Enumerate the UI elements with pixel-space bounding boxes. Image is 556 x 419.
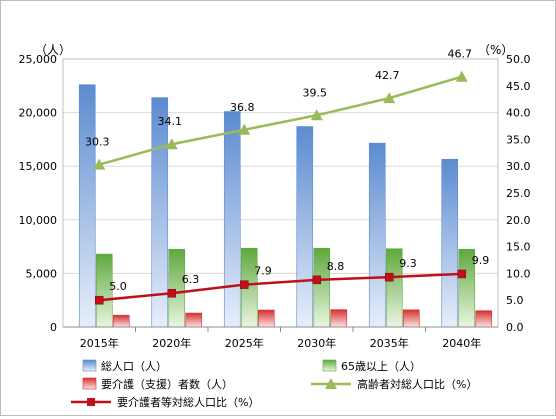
left-tick-label: 15,000: [19, 160, 58, 173]
data-label-elderly-ratio: 39.5: [303, 86, 328, 99]
marker-care-ratio: [95, 295, 104, 305]
marker-elderly-ratio: [93, 158, 106, 170]
bar-care-needed: [112, 314, 130, 328]
category-label: 2025年: [225, 336, 264, 350]
marker-elderly-ratio: [383, 92, 396, 104]
bar-care-needed: [257, 309, 275, 328]
data-label-care-ratio: 9.9: [472, 254, 490, 267]
right-tick-label: 10.0: [506, 267, 531, 280]
marker-elderly-ratio: [310, 109, 323, 121]
legend-label: 高齢者対総人口比（%）: [357, 377, 477, 391]
data-label-elderly-ratio: 42.7: [375, 69, 400, 82]
left-tick-label: 20,000: [19, 107, 58, 120]
right-tick-label: 30.0: [506, 160, 531, 173]
category-label: 2030年: [297, 336, 336, 350]
data-label-care-ratio: 8.8: [327, 260, 345, 273]
left-tick-label: 0: [50, 321, 57, 334]
axes: （人） （%） 0 5,000 10,000 15,000 20,000 25,000 0.…: [19, 43, 531, 350]
legend-label: 要介護者等対総人口比（%）: [117, 395, 259, 409]
right-tick-label: 20.0: [506, 214, 531, 227]
data-label-care-ratio: 7.9: [254, 265, 272, 278]
category-label: 2035年: [370, 336, 409, 350]
right-tick-label: 0.0: [506, 321, 524, 334]
data-label-elderly-ratio: 34.1: [158, 115, 183, 128]
data-label-elderly-ratio: 30.3: [85, 136, 110, 149]
data-label-care-ratio: 5.0: [109, 280, 127, 293]
bar-total-population: [296, 126, 314, 328]
bar-care-needed: [330, 309, 348, 328]
legend-label: 65歳以上（人）: [341, 360, 421, 373]
category-label: 2015年: [80, 336, 119, 350]
legend-swatch: [82, 377, 97, 390]
left-tick-label: 5,000: [26, 267, 58, 280]
lines: 30.3 34.1 36.8 39.5 42.7 46.7 5.0 6.3 7.9 8.8 9.3 9…: [85, 48, 489, 305]
data-label-elderly-ratio: 36.8: [230, 101, 255, 114]
legend: 総人口（人） 65歳以上（人） 要介護（支援）者数（人） 高齢者対総人口比（%） 要介護…: [71, 359, 477, 409]
legend-marker: [325, 378, 337, 389]
data-label-care-ratio: 6.3: [182, 273, 200, 286]
right-tick-label: 50.0: [506, 53, 531, 66]
marker-care-ratio: [167, 288, 176, 298]
right-tick-label: 5.0: [506, 294, 524, 307]
legend-marker: [87, 398, 95, 406]
right-tick-label: 15.0: [506, 241, 531, 254]
marker-elderly-ratio: [455, 70, 468, 82]
data-label-elderly-ratio: 46.7: [448, 48, 473, 61]
legend-swatch: [82, 359, 97, 372]
right-tick-label: 35.0: [506, 133, 531, 146]
bar-total-population: [78, 84, 96, 328]
legend-label: 要介護（支援）者数（人）: [101, 377, 233, 391]
line-elderly-ratio: [98, 75, 463, 166]
bar-age-65-plus: [168, 248, 186, 328]
right-tick-label: 40.0: [506, 107, 531, 120]
right-tick-label: 25.0: [506, 187, 531, 200]
left-tick-label: 25,000: [19, 53, 58, 66]
legend-swatch: [322, 359, 337, 372]
marker-care-ratio: [457, 269, 466, 279]
marker-care-ratio: [312, 275, 321, 285]
marker-care-ratio: [240, 280, 249, 289]
left-axis-unit: （人）: [35, 43, 71, 57]
bar-care-needed: [475, 310, 493, 328]
marker-elderly-ratio: [238, 123, 251, 135]
plot-area-border: [62, 58, 499, 328]
bar-care-needed: [185, 312, 203, 328]
bar-care-needed: [402, 309, 420, 328]
line-care-ratio: [99, 272, 462, 302]
category-label: 2020年: [152, 336, 191, 350]
legend-label: 総人口（人）: [101, 359, 167, 373]
data-label-care-ratio: 9.3: [399, 257, 417, 270]
bar-total-population: [223, 111, 241, 328]
category-label: 2040年: [442, 336, 481, 350]
right-tick-label: 45.0: [506, 80, 531, 93]
marker-care-ratio: [385, 272, 394, 282]
bar-total-population: [151, 97, 169, 328]
bar-total-population: [368, 142, 386, 328]
gridlines: [62, 58, 499, 328]
right-axis-unit: （%）: [478, 43, 513, 57]
marker-elderly-ratio: [165, 138, 178, 150]
left-tick-label: 10,000: [19, 214, 58, 227]
bar-total-population: [441, 158, 459, 328]
